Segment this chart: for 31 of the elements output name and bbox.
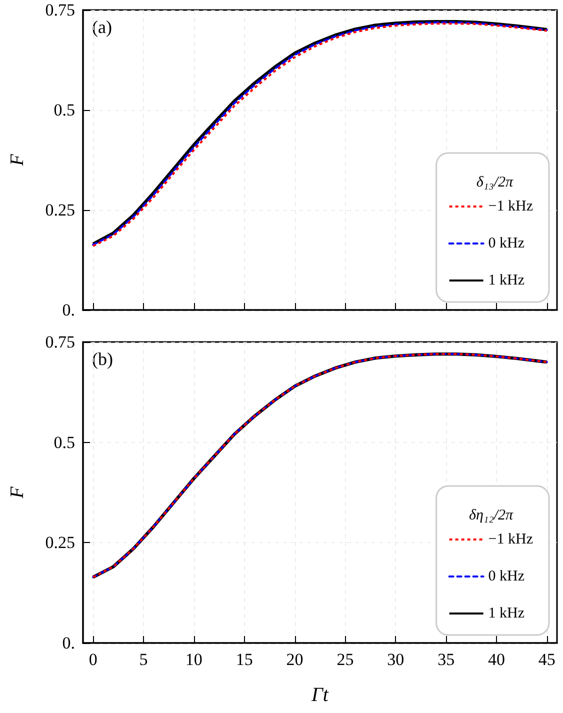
x-tick-label: 30: [387, 650, 404, 669]
y-tick-label: 0.25: [45, 533, 75, 552]
y-tick-label: 0.75: [45, 0, 75, 20]
x-tick-label: 40: [488, 650, 505, 669]
y-tick-label: 0.: [62, 634, 75, 652]
y-tick-label: 0.25: [45, 200, 75, 220]
x-tick-label: 5: [139, 650, 148, 669]
y-axis-title: F: [7, 486, 28, 500]
annotation: (a): [92, 17, 112, 37]
x-tick-label: 10: [185, 650, 202, 669]
legend-title: δη₁₂/2π: [468, 508, 514, 524]
legend-title: δ₁₃/2π: [476, 174, 514, 190]
x-axis-title: Γt: [310, 684, 329, 706]
y-axis-title: F: [7, 154, 28, 167]
y-tick-label: 0.: [62, 300, 75, 320]
legend-label: 0 kHz: [488, 568, 525, 584]
legend-label: −1 kHz: [488, 532, 534, 548]
x-tick-label: 25: [336, 650, 354, 669]
annotation: (b): [92, 349, 113, 369]
y-tick-label: 0.75: [45, 332, 75, 352]
y-tick-label: 0.5: [54, 432, 75, 452]
legend-label: 1 kHz: [488, 606, 525, 622]
legend-label: 0 kHz: [488, 236, 525, 252]
x-tick-label: 15: [236, 650, 253, 669]
x-tick-label: 45: [538, 650, 556, 669]
x-tick-label: 0: [88, 650, 98, 669]
x-tick-label: 35: [438, 650, 455, 669]
x-tick-label: 20: [286, 650, 304, 669]
legend-label: −1 kHz: [488, 198, 534, 214]
y-tick-label: 0.5: [54, 100, 75, 120]
legend-label: 1 kHz: [488, 272, 525, 288]
